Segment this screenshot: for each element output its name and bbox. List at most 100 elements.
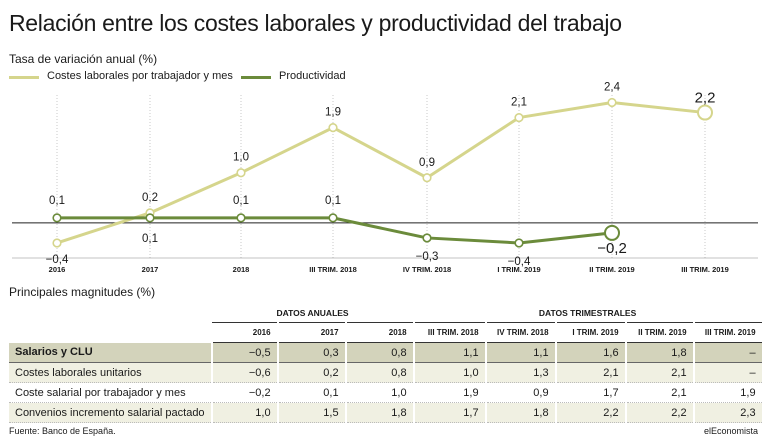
table-cell: 1,7	[554, 382, 626, 403]
x-tick-label-1: 2017	[142, 265, 159, 274]
table-cell: 1,8	[624, 342, 694, 363]
data-label-0-3: 1,9	[325, 107, 341, 119]
table-group-header-row: DATOS ANUALES DATOS TRIMESTRALES	[9, 303, 762, 323]
column-header-6: II TRIM. 2019	[624, 322, 694, 343]
table-cell: 1,9	[412, 382, 486, 403]
data-label-1-6: −0,2	[597, 240, 627, 257]
chart-subtitle: Tasa de variación anual (%)	[9, 52, 158, 66]
legend-swatch-productivity	[241, 76, 271, 79]
data-label-0-6: 2,4	[604, 82, 621, 94]
table-row: Costes laborales unitarios −0,6 0,2 0,8 1,0 1…	[9, 362, 762, 383]
data-point-0-6	[607, 97, 617, 108]
column-header-1: 2017	[276, 322, 346, 343]
table-cell: 2,1	[554, 362, 626, 383]
data-point-1-1	[145, 213, 155, 223]
row-label: Coste salarial por trabajador y mes	[9, 382, 212, 403]
table-cell: 0,9	[484, 382, 556, 403]
x-tick-label-0: 2016	[49, 265, 66, 274]
group-header-quarterly: DATOS TRIMESTRALES	[413, 303, 762, 323]
column-header-0: 2016	[211, 322, 278, 343]
table-cell: 2,1	[624, 382, 694, 403]
data-label-1-4: −0,3	[416, 251, 439, 263]
table-cell: 0,8	[344, 362, 414, 383]
data-label-0-0: −0,4	[46, 254, 69, 266]
table-cell: –	[692, 342, 762, 363]
x-tick-label-5: I TRIM. 2019	[497, 265, 540, 274]
table-cell: −0,5	[210, 342, 278, 363]
table-cell: 1,6	[554, 342, 626, 363]
source-note: Fuente: Banco de España.	[9, 426, 116, 436]
data-label-0-4: 0,9	[419, 157, 435, 169]
brand-logo-text: elEconomista	[703, 426, 758, 436]
table-row: Salarios y CLU −0,5 0,3 0,8 1,1 1,1 1,6 1,8–	[9, 342, 762, 363]
legend-label-productivity: Productividad	[279, 70, 346, 82]
data-point-1-4	[422, 233, 432, 243]
table-cell: 0,2	[276, 362, 346, 383]
table-cell: 1,8	[484, 402, 556, 423]
row-label: Salarios y CLU	[9, 342, 212, 363]
column-header-2: 2018	[344, 322, 414, 343]
table-cell: 1,7	[412, 402, 486, 423]
x-tick-label-4: IV TRIM. 2018	[403, 265, 451, 274]
series-line-0	[56, 101, 706, 245]
chart-title: Relación entre los costes laborales y pr…	[9, 10, 622, 36]
x-tick-label-7: III TRIM. 2019	[681, 265, 729, 274]
data-point-0-0	[52, 238, 62, 248]
row-label: Costes laborales unitarios	[9, 362, 212, 383]
data-point-1-0	[52, 213, 62, 223]
table-cell: 1,5	[276, 402, 346, 423]
line-chart: −0,4 0,2 1,0 1,9 0,9 2,1 2,4 2,2 0,1 0,1 0,1 0,1 −0,…	[12, 82, 758, 274]
data-label-1-0: 0,1	[49, 195, 65, 207]
table-column-header-row: 2016 2017 2018 III TRIM. 2018 IV TRIM. 2018 I…	[9, 322, 762, 343]
table-row: Convenios incremento salarial pactado 1,0…	[9, 402, 762, 423]
table-cell: 0,3	[276, 342, 346, 363]
table-cell: 1,0	[412, 362, 486, 383]
row-label: Convenios incremento salarial pactado	[9, 402, 212, 423]
table-cell: 0,1	[276, 382, 346, 403]
table-cell: −0,2	[210, 382, 278, 403]
table-cell: –	[692, 362, 762, 383]
table-cell: 2,2	[554, 402, 626, 423]
table-cell: 1,8	[344, 402, 414, 423]
data-label-1-1: 0,1	[142, 233, 158, 245]
column-header-4: IV TRIM. 2018	[484, 322, 556, 343]
table-cell: 1,0	[210, 402, 278, 423]
x-tick-label-6: II TRIM. 2019	[589, 265, 634, 274]
data-point-1-6	[604, 224, 620, 241]
table-cell: 2,3	[692, 402, 762, 423]
column-header-3: III TRIM. 2018	[412, 322, 486, 343]
table-cell: 1,1	[412, 342, 486, 363]
x-tick-label-2: 2018	[233, 265, 250, 274]
table-cell: 2,2	[624, 402, 694, 423]
table-cell: 1,0	[344, 382, 414, 403]
data-label-0-7: 2,2	[695, 90, 716, 107]
data-point-0-3	[328, 122, 338, 133]
x-tick-label-3: III TRIM. 2018	[309, 265, 357, 274]
legend-label-labor: Costes laborales por trabajador y mes	[47, 70, 233, 82]
column-header-5: I TRIM. 2019	[554, 322, 626, 343]
data-point-0-2	[236, 168, 246, 178]
data-point-1-2	[236, 213, 246, 223]
table-row: Coste salarial por trabajador y mes −0,2 0…	[9, 382, 762, 403]
magnitudes-table: DATOS ANUALES DATOS TRIMESTRALES 2016 201…	[9, 303, 762, 423]
column-header-7: III TRIM. 2019	[692, 322, 762, 343]
table-cell: 1,3	[484, 362, 556, 383]
table-section-title: Principales magnitudes (%)	[9, 285, 156, 299]
table-cell: 1,9	[692, 382, 762, 403]
legend-swatch-labor	[9, 76, 39, 79]
data-label-0-2: 1,0	[233, 152, 249, 164]
data-label-1-2: 0,1	[233, 195, 249, 207]
data-label-1-3: 0,1	[325, 195, 341, 207]
data-point-1-5	[514, 238, 524, 248]
data-label-0-5: 2,1	[511, 97, 527, 109]
table-cell: 1,1	[484, 342, 556, 363]
data-point-0-5	[514, 112, 524, 123]
data-point-1-3	[328, 213, 338, 223]
table-cell: −0,6	[210, 362, 278, 383]
data-label-0-1: 0,2	[142, 192, 158, 204]
group-header-annual: DATOS ANUALES	[211, 303, 414, 323]
data-point-0-4	[422, 173, 432, 183]
table-cell: 0,8	[344, 342, 414, 363]
data-point-0-7	[697, 104, 713, 121]
table-cell: 2,1	[624, 362, 694, 383]
